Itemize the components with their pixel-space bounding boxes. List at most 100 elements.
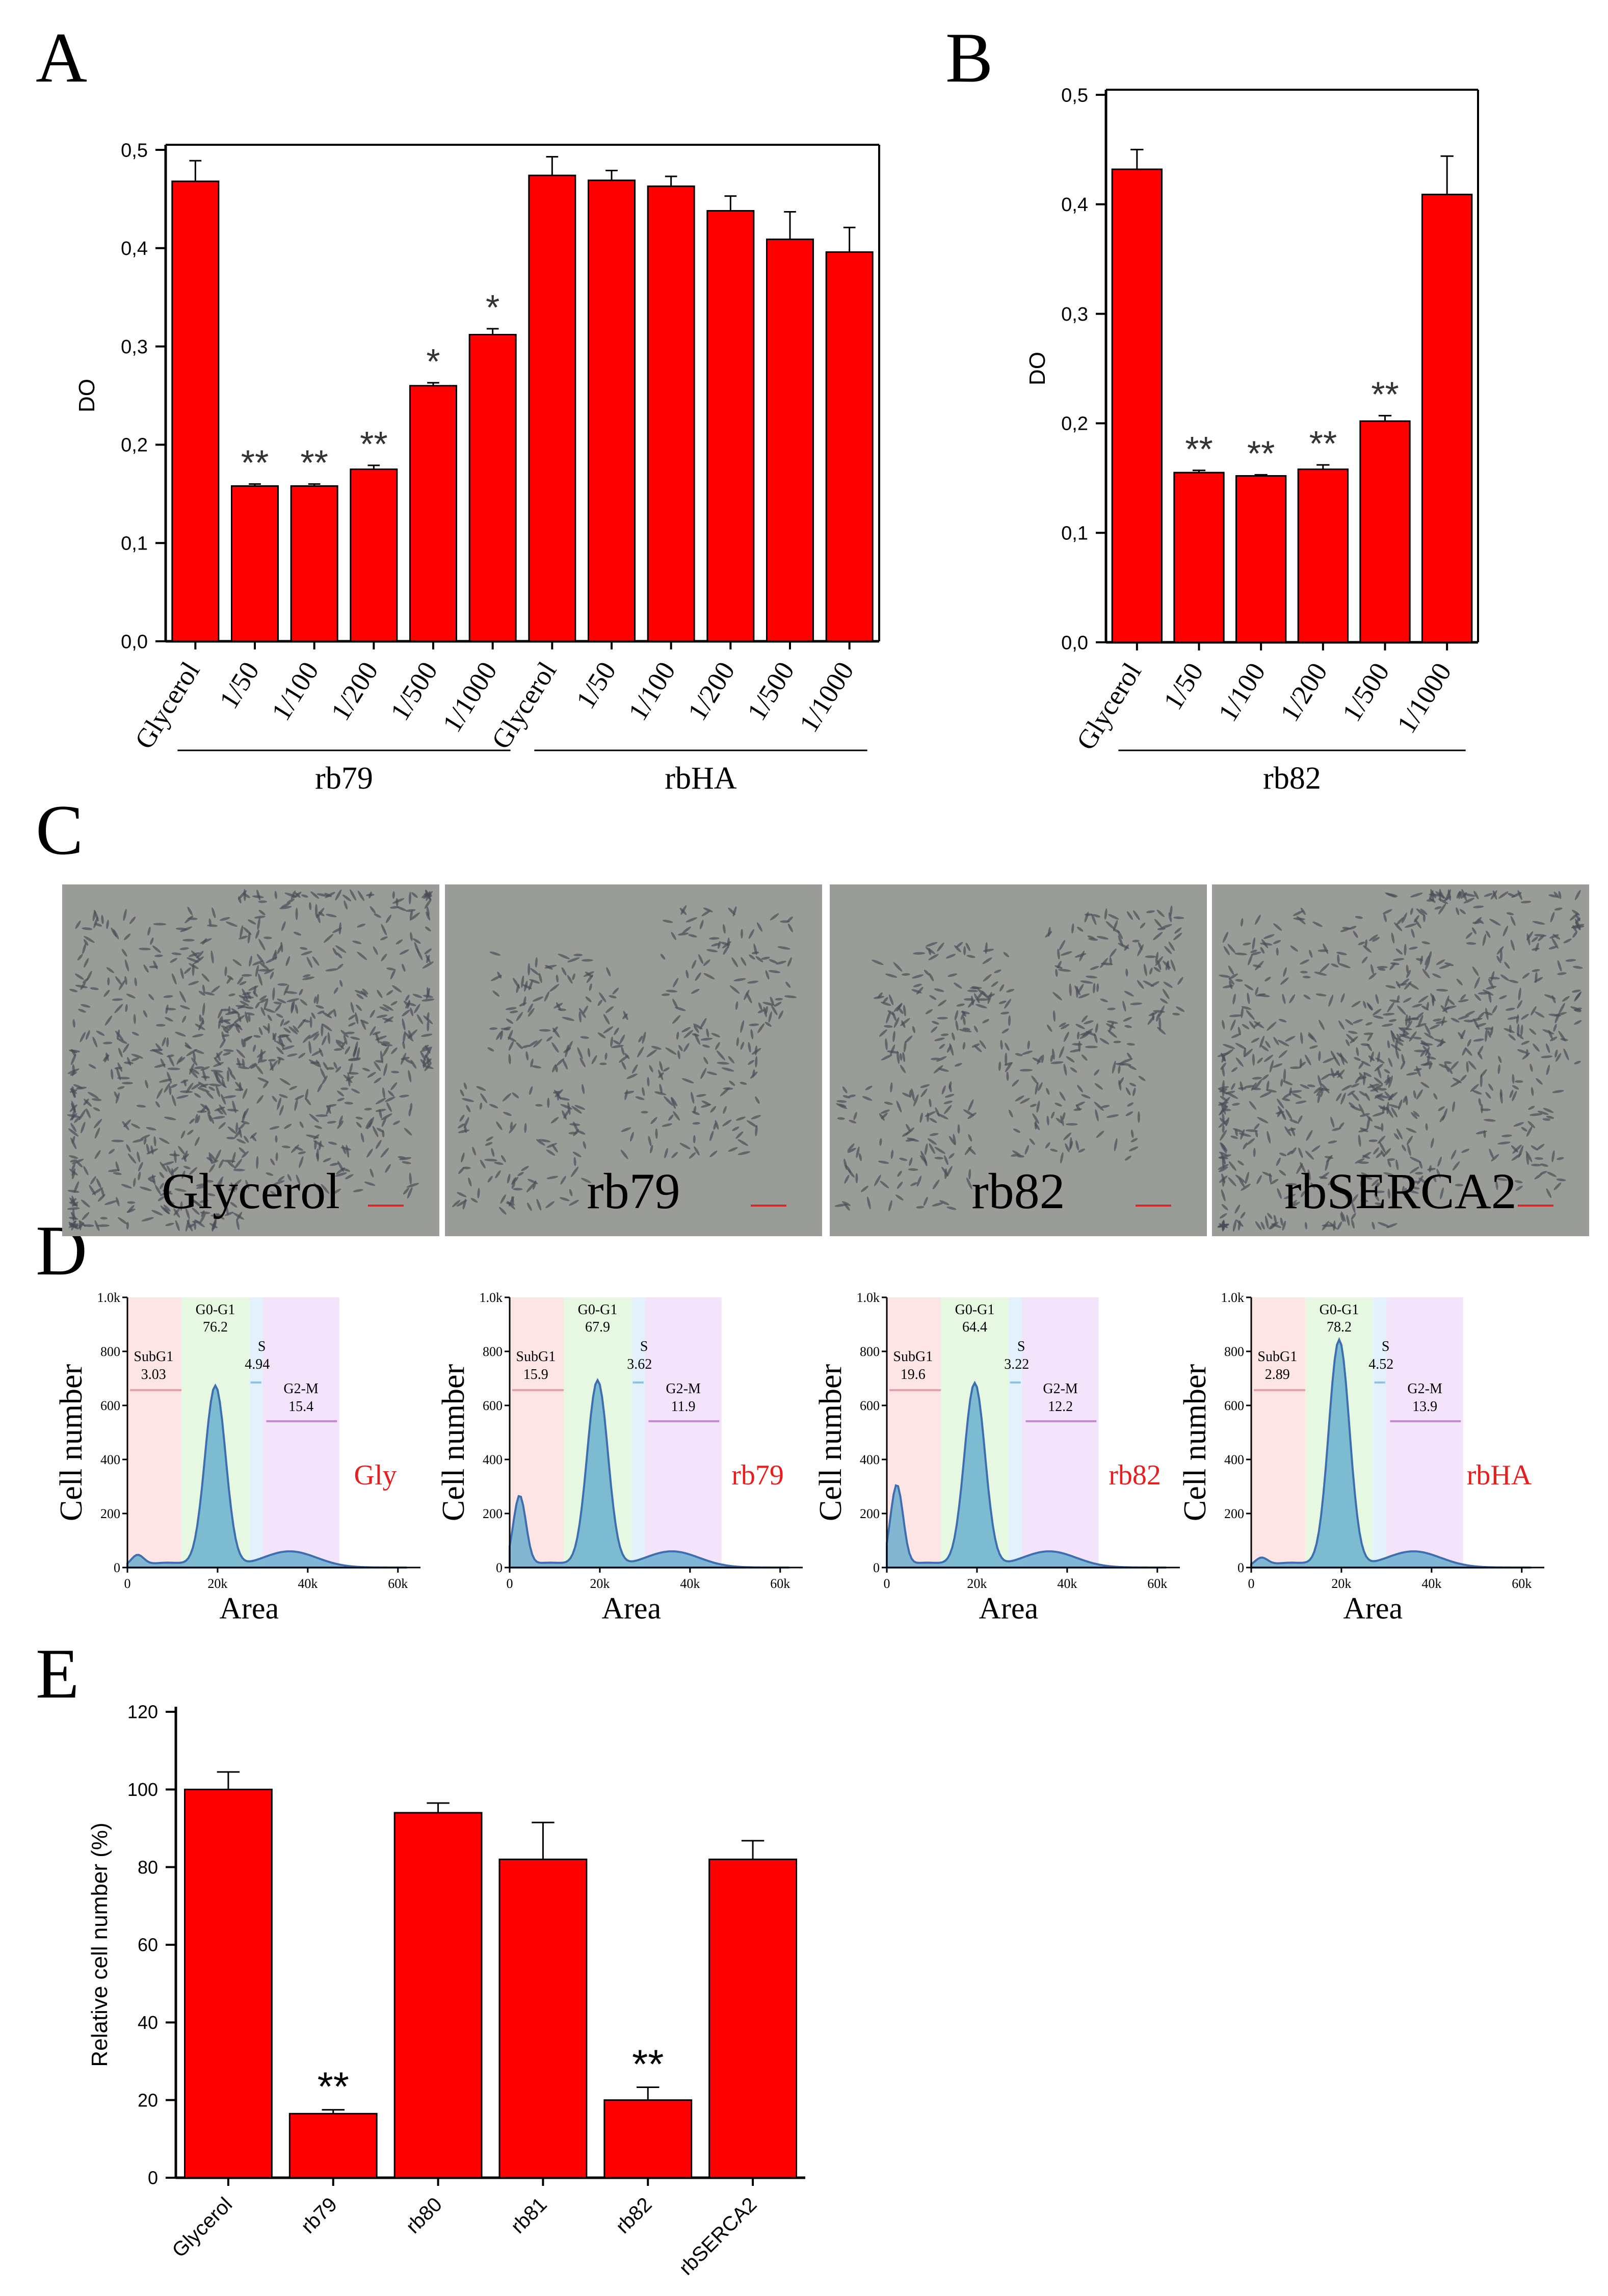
cell <box>380 1051 383 1064</box>
cell <box>671 1097 676 1109</box>
cell <box>345 1174 354 1180</box>
cell <box>1359 1072 1364 1079</box>
cell <box>275 1152 278 1161</box>
significance-mark: * <box>486 288 499 327</box>
cell <box>709 937 720 940</box>
cell <box>477 1188 480 1198</box>
cell <box>321 1023 324 1037</box>
cell <box>1081 1054 1088 1061</box>
cell <box>1515 1185 1523 1191</box>
y-tick-label: 40 <box>138 2012 158 2033</box>
cell <box>219 1159 224 1168</box>
cell <box>1340 1213 1344 1222</box>
cell <box>375 1140 382 1149</box>
cell <box>1444 1061 1452 1064</box>
cell <box>239 1123 246 1130</box>
cell <box>879 1138 882 1146</box>
cell <box>1542 1029 1554 1035</box>
cell <box>72 1019 75 1028</box>
cell <box>585 972 593 978</box>
cell <box>242 996 254 999</box>
cell <box>1311 1145 1321 1152</box>
cell <box>962 1027 970 1031</box>
cell <box>270 972 274 979</box>
cell <box>761 956 770 960</box>
cell <box>420 1033 433 1037</box>
cell <box>1430 1137 1434 1149</box>
cell <box>277 1056 284 1061</box>
cell <box>1530 1113 1543 1116</box>
cell <box>259 1059 267 1063</box>
cell <box>1300 959 1309 964</box>
cell <box>402 1018 406 1031</box>
cell <box>1495 1181 1498 1190</box>
cell <box>1317 1093 1321 1103</box>
cell <box>715 1120 719 1130</box>
cell <box>1352 1019 1363 1024</box>
cell <box>529 979 540 984</box>
s-value: 4.94 <box>245 1356 270 1372</box>
cell <box>164 1082 171 1093</box>
cell <box>390 1001 398 1006</box>
cell <box>1478 1098 1482 1106</box>
cell <box>91 1098 102 1101</box>
cell <box>954 945 961 953</box>
y-axis-label: DO <box>1025 352 1050 385</box>
cell <box>1246 1010 1255 1020</box>
cell <box>156 1088 163 1099</box>
cell <box>188 981 199 985</box>
cell <box>215 1051 223 1059</box>
cell <box>332 927 342 933</box>
cell <box>735 1116 746 1121</box>
cell <box>1371 1179 1379 1186</box>
cell <box>236 1219 240 1230</box>
y-tick-label: 0,3 <box>121 336 148 358</box>
cell <box>1497 1064 1500 1074</box>
x-axis-label: Area <box>1343 1591 1403 1625</box>
y-tick-label: 120 <box>127 1702 158 1723</box>
x-tick-label: rb79 <box>297 2193 341 2238</box>
cell <box>322 1012 332 1019</box>
cell <box>70 1123 77 1132</box>
cell <box>187 1219 193 1232</box>
cell <box>765 1022 772 1027</box>
cell <box>426 906 430 917</box>
cell <box>500 1155 506 1162</box>
cell <box>256 1095 263 1104</box>
cell <box>210 950 214 964</box>
cell <box>380 936 388 941</box>
cell <box>385 915 392 923</box>
y-tick-label: 100 <box>127 1779 158 1800</box>
cell <box>171 973 177 985</box>
cell <box>309 1016 312 1028</box>
cell <box>1291 1147 1297 1155</box>
cell <box>466 1105 471 1112</box>
cell <box>1235 1175 1246 1183</box>
cell <box>1485 1091 1491 1099</box>
cell <box>1423 1061 1432 1066</box>
cell <box>77 954 83 961</box>
cell <box>1280 977 1289 985</box>
panel-label-b: B <box>945 18 993 97</box>
cell <box>171 1094 176 1107</box>
cell <box>923 1196 928 1206</box>
cell <box>151 1210 163 1216</box>
y-tick-label: 0,2 <box>1061 413 1088 435</box>
cell <box>1118 935 1123 947</box>
cell <box>1360 1180 1363 1187</box>
y-tick-label: 200 <box>100 1506 120 1521</box>
cell <box>848 1094 856 1098</box>
cell <box>545 1201 555 1209</box>
cell <box>148 994 154 1000</box>
cell <box>965 943 971 951</box>
cell <box>1516 1014 1519 1024</box>
cell <box>1046 1025 1052 1032</box>
cell <box>1339 1122 1345 1129</box>
cell <box>1108 1030 1117 1038</box>
cell <box>178 1057 186 1063</box>
cell <box>333 987 338 994</box>
cell <box>1221 1152 1226 1165</box>
x-tick-label: 60k <box>1147 1576 1167 1591</box>
